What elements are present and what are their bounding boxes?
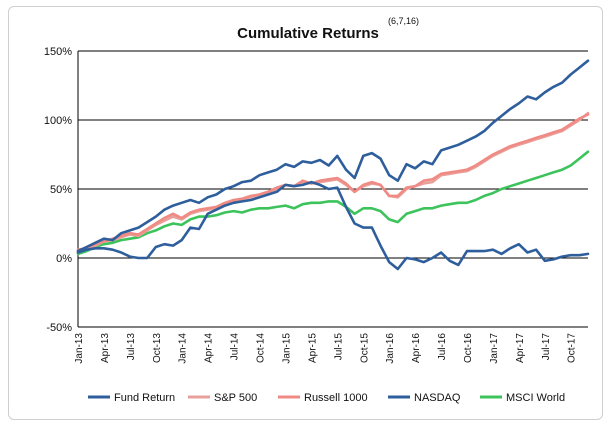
x-tick-label: Oct-16	[463, 333, 474, 363]
legend-label: S&P 500	[214, 392, 257, 404]
x-tick-label: Oct-15	[359, 333, 370, 363]
x-tick-label: Jan-14	[178, 333, 189, 364]
series-line-russell-1000	[76, 113, 590, 251]
legend-label: Russell 1000	[304, 392, 368, 404]
x-tick-label: Oct-14	[256, 333, 267, 363]
x-tick-label: Jan-15	[281, 333, 292, 364]
series-line-fund-return	[76, 180, 590, 271]
series-line-msci-world	[76, 150, 590, 256]
x-tick-label: Apr-14	[204, 333, 215, 363]
x-tick-label: Jul-13	[126, 333, 137, 361]
series-line-nasdaq	[76, 59, 590, 253]
x-tick-label: Jan-17	[489, 333, 500, 364]
y-tick-label: 150%	[44, 46, 72, 58]
x-tick-label: Apr-17	[515, 333, 526, 363]
x-tick-label: Jul-14	[230, 333, 241, 361]
x-tick-label: Jan-13	[74, 333, 85, 364]
x-tick-label: Oct-13	[152, 333, 163, 363]
x-axis-ticks: Jan-13 Apr-13 Jul-13 Oct-13 Jan-14 Apr-14 Jul-…	[74, 333, 578, 364]
legend-label: MSCI World	[506, 392, 565, 404]
x-tick-label: Apr-13	[100, 333, 111, 363]
x-tick-label: Jul-16	[437, 333, 448, 361]
legend: Fund Return S&P 500 Russell 1000 NASDAQ MSCI…	[88, 392, 565, 404]
chart-title-superscript: (6,7,16)	[388, 16, 419, 26]
x-tick-label: Jul-17	[541, 333, 552, 361]
y-axis-ticks: -50% 0% 50% 100% 150%	[44, 46, 72, 334]
x-tick-label: Apr-15	[307, 333, 318, 363]
series-lines	[76, 59, 590, 271]
y-tick-label: -50%	[46, 322, 72, 334]
y-tick-label: 100%	[44, 115, 72, 127]
chart-title: Cumulative Returns	[237, 25, 379, 42]
x-tick-label: Oct-17	[567, 333, 578, 363]
x-tick-label: Jan-16	[385, 333, 396, 364]
gridlines	[77, 50, 588, 328]
chart-frame	[8, 6, 603, 420]
x-tick-label: Apr-16	[411, 333, 422, 363]
y-tick-label: 50%	[50, 184, 72, 196]
legend-label: Fund Return	[114, 392, 175, 404]
x-tick-label: Jul-15	[333, 333, 344, 361]
y-tick-label: 0%	[56, 253, 72, 265]
legend-label: NASDAQ	[414, 392, 461, 404]
